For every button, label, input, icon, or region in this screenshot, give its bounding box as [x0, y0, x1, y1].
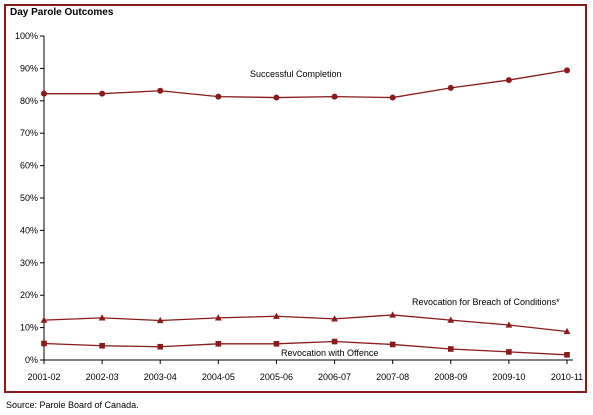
data-point-circle [447, 84, 454, 91]
series-label-1: Successful Completion [250, 69, 342, 79]
data-point-triangle [40, 316, 48, 323]
data-point-triangle [447, 316, 455, 323]
chart-annotations: Successful Completion Revocation for Brea… [250, 69, 560, 358]
data-point-square [41, 340, 47, 347]
data-point-circle [331, 93, 338, 100]
data-point-circle [273, 94, 280, 101]
x-tick-label: 2006-07 [318, 372, 351, 382]
x-tick-label: 2002-03 [86, 372, 119, 382]
y-tick-label: 10% [20, 323, 38, 333]
source-note: Source: Parole Board of Canada. [6, 400, 139, 410]
x-tick-label: 2009-10 [492, 372, 525, 382]
data-point-square [99, 342, 105, 349]
series-line-2 [43, 314, 568, 333]
series-line-3 [43, 340, 568, 356]
data-point-square [389, 341, 396, 348]
data-point-square [506, 349, 512, 355]
data-point-square [447, 346, 454, 352]
data-point-triangle [156, 316, 164, 324]
chart-title: Day Parole Outcomes [10, 7, 114, 18]
data-point-circle [99, 90, 106, 97]
data-point-triangle [331, 315, 338, 322]
data-point-circle [41, 90, 47, 97]
data-point-triangle [98, 314, 106, 321]
data-point-triangle [505, 321, 513, 328]
y-tick-label: 50% [20, 193, 38, 203]
x-tick-label: 2010-11 [551, 372, 583, 382]
data-point-triangle [563, 327, 571, 335]
y-tick-label: 70% [20, 128, 38, 138]
data-point-circle [389, 94, 396, 101]
chart-frame [4, 4, 587, 393]
x-tick-label: 2003-04 [144, 372, 177, 382]
y-tick-label: 0% [25, 355, 38, 365]
series-line-1 [44, 69, 568, 99]
x-tick-label: 2004-05 [202, 372, 235, 382]
data-point-triangle [273, 312, 280, 319]
y-tick-label: 40% [20, 225, 38, 235]
chart-series [40, 67, 571, 358]
x-tick-label: 2008-09 [434, 372, 467, 382]
series-label-2: Revocation for Breach of Conditions* [412, 297, 560, 307]
y-tick-label: 20% [20, 290, 38, 300]
data-point-square [564, 352, 570, 358]
data-point-square [157, 343, 164, 350]
data-point-circle [157, 87, 164, 94]
data-point-square [273, 341, 280, 347]
data-point-circle [505, 77, 512, 84]
data-point-triangle [214, 314, 222, 321]
data-point-triangle [389, 311, 397, 318]
series-label-3: Revocation with Offence [281, 348, 378, 358]
y-tick-label: 90% [20, 63, 38, 73]
y-tick-label: 60% [20, 161, 38, 171]
data-point-square [331, 338, 338, 345]
chart-axes: 0% 10% 20% 30% 40% 50% 60% 70% 80% 90% 100% 2001-02… [15, 31, 583, 382]
x-tick-label: 2005-06 [260, 372, 293, 382]
x-tick-label: 2001-02 [27, 372, 60, 382]
data-point-square [215, 341, 222, 347]
y-tick-label: 80% [20, 96, 38, 106]
x-tick-label: 2007-08 [376, 372, 409, 382]
data-point-circle [564, 67, 570, 74]
y-tick-label: 30% [20, 258, 38, 268]
chart-area: 0% 10% 20% 30% 40% 50% 60% 70% 80% 90% 100% 2001-02… [15, 31, 583, 382]
y-tick-label: 100% [15, 31, 38, 41]
data-point-circle [215, 93, 222, 100]
